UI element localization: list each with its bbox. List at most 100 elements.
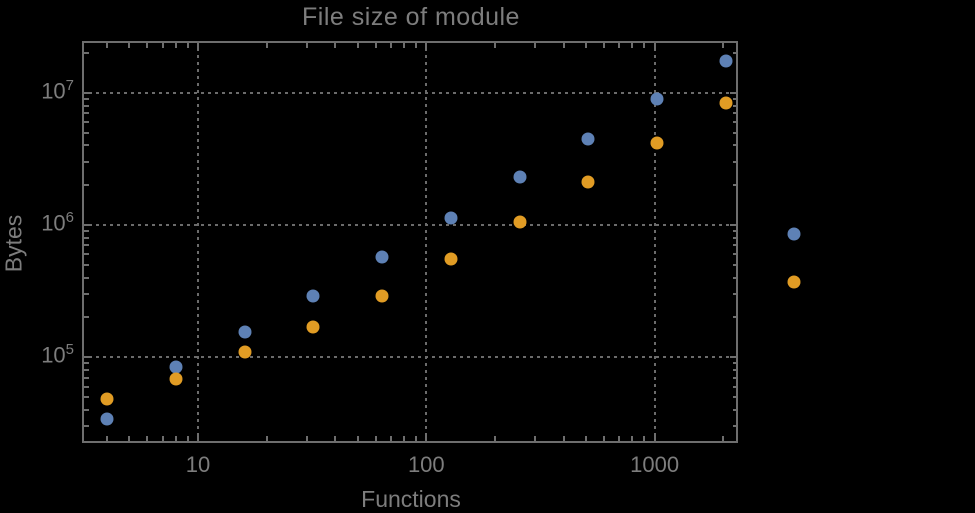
x-tick-top: [534, 43, 536, 48]
data-point-series-1-blue-x512: [581, 132, 595, 146]
x-tick-top: [197, 43, 199, 51]
data-point-series-2-orange-x4096: [787, 275, 801, 289]
x-tick-bottom: [654, 433, 656, 441]
x-tick-bottom: [585, 436, 587, 441]
y-tick-right: [733, 230, 738, 232]
y-tick-right: [733, 377, 738, 379]
y-tick-left: [84, 356, 92, 358]
y-tick-right: [733, 369, 738, 371]
y-tick-right: [733, 264, 738, 266]
x-tick-label-10: 10: [185, 452, 211, 477]
y-tick-left: [84, 237, 89, 239]
y-tick-label-1e5: 105: [41, 341, 74, 368]
x-tick-label-100: 100: [407, 452, 445, 477]
data-point-series-1-blue-x16: [238, 325, 252, 339]
y-axis-label: Bytes: [0, 214, 27, 273]
data-point-series-2-orange-x128: [444, 252, 458, 266]
x-tick-label-1000: 1000: [630, 452, 680, 477]
x-tick-bottom: [563, 436, 565, 441]
x-tick-top: [146, 43, 148, 48]
y-tick-left: [84, 369, 89, 371]
y-tick-right: [733, 121, 738, 123]
x-tick-bottom: [334, 436, 336, 441]
x-axis-label: Functions: [361, 486, 461, 512]
y-tick-left: [84, 105, 89, 107]
x-tick-top: [494, 43, 496, 48]
x-tick-bottom: [534, 436, 536, 441]
x-tick-top: [128, 43, 130, 48]
x-tick-top: [187, 43, 189, 48]
y-tick-left: [84, 316, 89, 318]
data-point-series-2-orange-x64: [375, 289, 389, 303]
x-tick-bottom: [375, 436, 377, 441]
y-tick-right: [733, 112, 738, 114]
y-tick-left: [84, 112, 89, 114]
x-tick-bottom: [197, 433, 199, 441]
y-tick-left: [84, 362, 89, 364]
x-tick-top: [631, 43, 633, 48]
x-tick-top: [585, 43, 587, 48]
x-tick-bottom: [494, 436, 496, 441]
y-tick-right: [733, 409, 738, 411]
x-tick-bottom: [175, 436, 177, 441]
y-tick-right: [733, 362, 738, 364]
y-tick-right: [733, 396, 738, 398]
x-tick-bottom: [266, 436, 268, 441]
gridline-x-10: [197, 41, 199, 443]
y-tick-right: [733, 386, 738, 388]
y-tick-right: [730, 356, 738, 358]
data-point-series-2-orange-x512: [581, 175, 595, 189]
y-tick-right: [733, 52, 738, 54]
data-point-series-2-orange-x4: [100, 392, 114, 406]
x-tick-bottom: [128, 436, 130, 441]
data-point-series-1-blue-x8: [169, 360, 183, 374]
y-tick-right: [733, 277, 738, 279]
y-tick-right: [733, 253, 738, 255]
x-tick-top: [390, 43, 392, 48]
x-tick-bottom: [390, 436, 392, 441]
x-tick-bottom: [603, 436, 605, 441]
x-tick-bottom: [306, 436, 308, 441]
data-point-series-2-orange-x32: [306, 320, 320, 334]
y-tick-left: [84, 396, 89, 398]
x-tick-top: [266, 43, 268, 48]
data-point-series-1-blue-x64: [375, 250, 389, 264]
data-point-series-1-blue-x4096: [787, 227, 801, 241]
y-tick-right: [733, 98, 738, 100]
y-tick-left: [84, 98, 89, 100]
y-tick-left: [84, 224, 92, 226]
y-tick-right: [733, 184, 738, 186]
x-tick-top: [654, 43, 656, 51]
y-tick-left: [84, 253, 89, 255]
x-tick-top: [618, 43, 620, 48]
x-tick-bottom: [618, 436, 620, 441]
x-tick-top: [357, 43, 359, 48]
x-tick-bottom: [425, 433, 427, 441]
y-tick-left: [84, 277, 89, 279]
y-tick-right: [733, 105, 738, 107]
y-tick-left: [84, 132, 89, 134]
gridline-x-1000: [653, 41, 656, 443]
x-tick-bottom: [357, 436, 359, 441]
x-tick-bottom: [643, 436, 645, 441]
x-tick-top: [563, 43, 565, 48]
data-point-series-2-orange-x8: [169, 372, 183, 386]
y-tick-label-1e6: 106: [41, 209, 74, 236]
x-tick-top: [334, 43, 336, 48]
y-tick-left: [84, 244, 89, 246]
data-point-series-1-blue-x256: [513, 170, 526, 184]
x-tick-top: [415, 43, 417, 48]
x-tick-bottom: [403, 436, 405, 441]
x-tick-bottom: [722, 436, 724, 441]
data-point-series-1-blue-x2048: [719, 54, 733, 68]
y-tick-right: [733, 161, 738, 163]
y-tick-right: [733, 132, 738, 134]
x-tick-bottom: [415, 436, 417, 441]
y-tick-right: [733, 244, 738, 246]
x-tick-top: [106, 43, 108, 48]
gridline-y-1e5: [82, 356, 740, 359]
y-tick-right: [733, 237, 738, 239]
data-point-series-1-blue-x4: [100, 412, 114, 426]
y-tick-right: [733, 293, 738, 295]
x-tick-top: [162, 43, 164, 48]
